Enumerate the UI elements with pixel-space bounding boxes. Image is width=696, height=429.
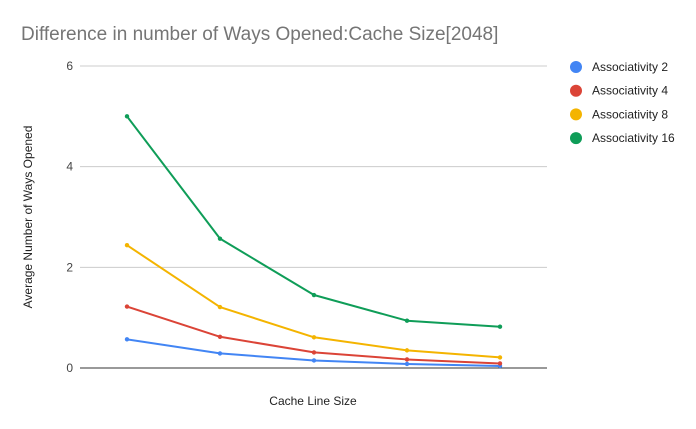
data-point	[311, 358, 317, 363]
data-point	[311, 335, 317, 340]
data-point	[124, 242, 130, 248]
data-point	[497, 361, 503, 366]
data-point	[217, 236, 223, 241]
data-point	[311, 292, 317, 298]
series-lines	[124, 114, 503, 369]
series-2	[124, 304, 503, 366]
legend-swatch	[570, 84, 582, 97]
gridlines	[80, 65, 547, 369]
legend-item[interactable]: Associativity 4	[570, 84, 668, 98]
data-point	[404, 361, 410, 367]
x-axis-title: Cache Line Size	[269, 394, 357, 408]
data-point	[404, 318, 410, 323]
y-axis-title: Average Number of Ways Opened	[21, 126, 35, 309]
series-3	[124, 242, 503, 360]
legend-label: Associativity 2	[592, 60, 668, 74]
y-tick-label: 6	[66, 59, 73, 73]
legend-item[interactable]: Associativity 16	[570, 131, 675, 145]
data-point	[497, 324, 503, 329]
data-point	[497, 355, 503, 360]
data-point	[311, 350, 317, 355]
y-tick-labels: 0 2 4 6	[66, 59, 73, 375]
legend-label: Associativity 8	[592, 107, 668, 121]
legend-label: Associativity 16	[592, 131, 675, 145]
data-point	[404, 357, 410, 362]
data-point	[217, 334, 223, 339]
data-point	[404, 348, 410, 353]
y-tick-label: 4	[66, 160, 73, 174]
data-point	[217, 351, 223, 356]
y-tick-label: 0	[66, 361, 73, 375]
series-4	[124, 114, 503, 329]
legend-swatch	[570, 132, 582, 145]
y-tick-label: 2	[66, 260, 73, 274]
series-line	[126, 305, 501, 365]
legend-item[interactable]: Associativity 8	[570, 107, 668, 121]
legend-swatch	[570, 108, 582, 121]
data-point	[217, 304, 223, 310]
chart-title: Difference in number of Ways Opened:Cach…	[21, 24, 498, 45]
data-point	[124, 337, 130, 342]
data-point	[124, 114, 130, 119]
legend-item[interactable]: Associativity 2	[570, 60, 668, 74]
series-line	[126, 244, 501, 359]
legend-swatch	[570, 61, 582, 73]
legend[interactable]: Associativity 2 Associativity 4 Associativ…	[570, 60, 675, 145]
data-point	[124, 304, 130, 309]
legend-label: Associativity 4	[592, 84, 668, 98]
